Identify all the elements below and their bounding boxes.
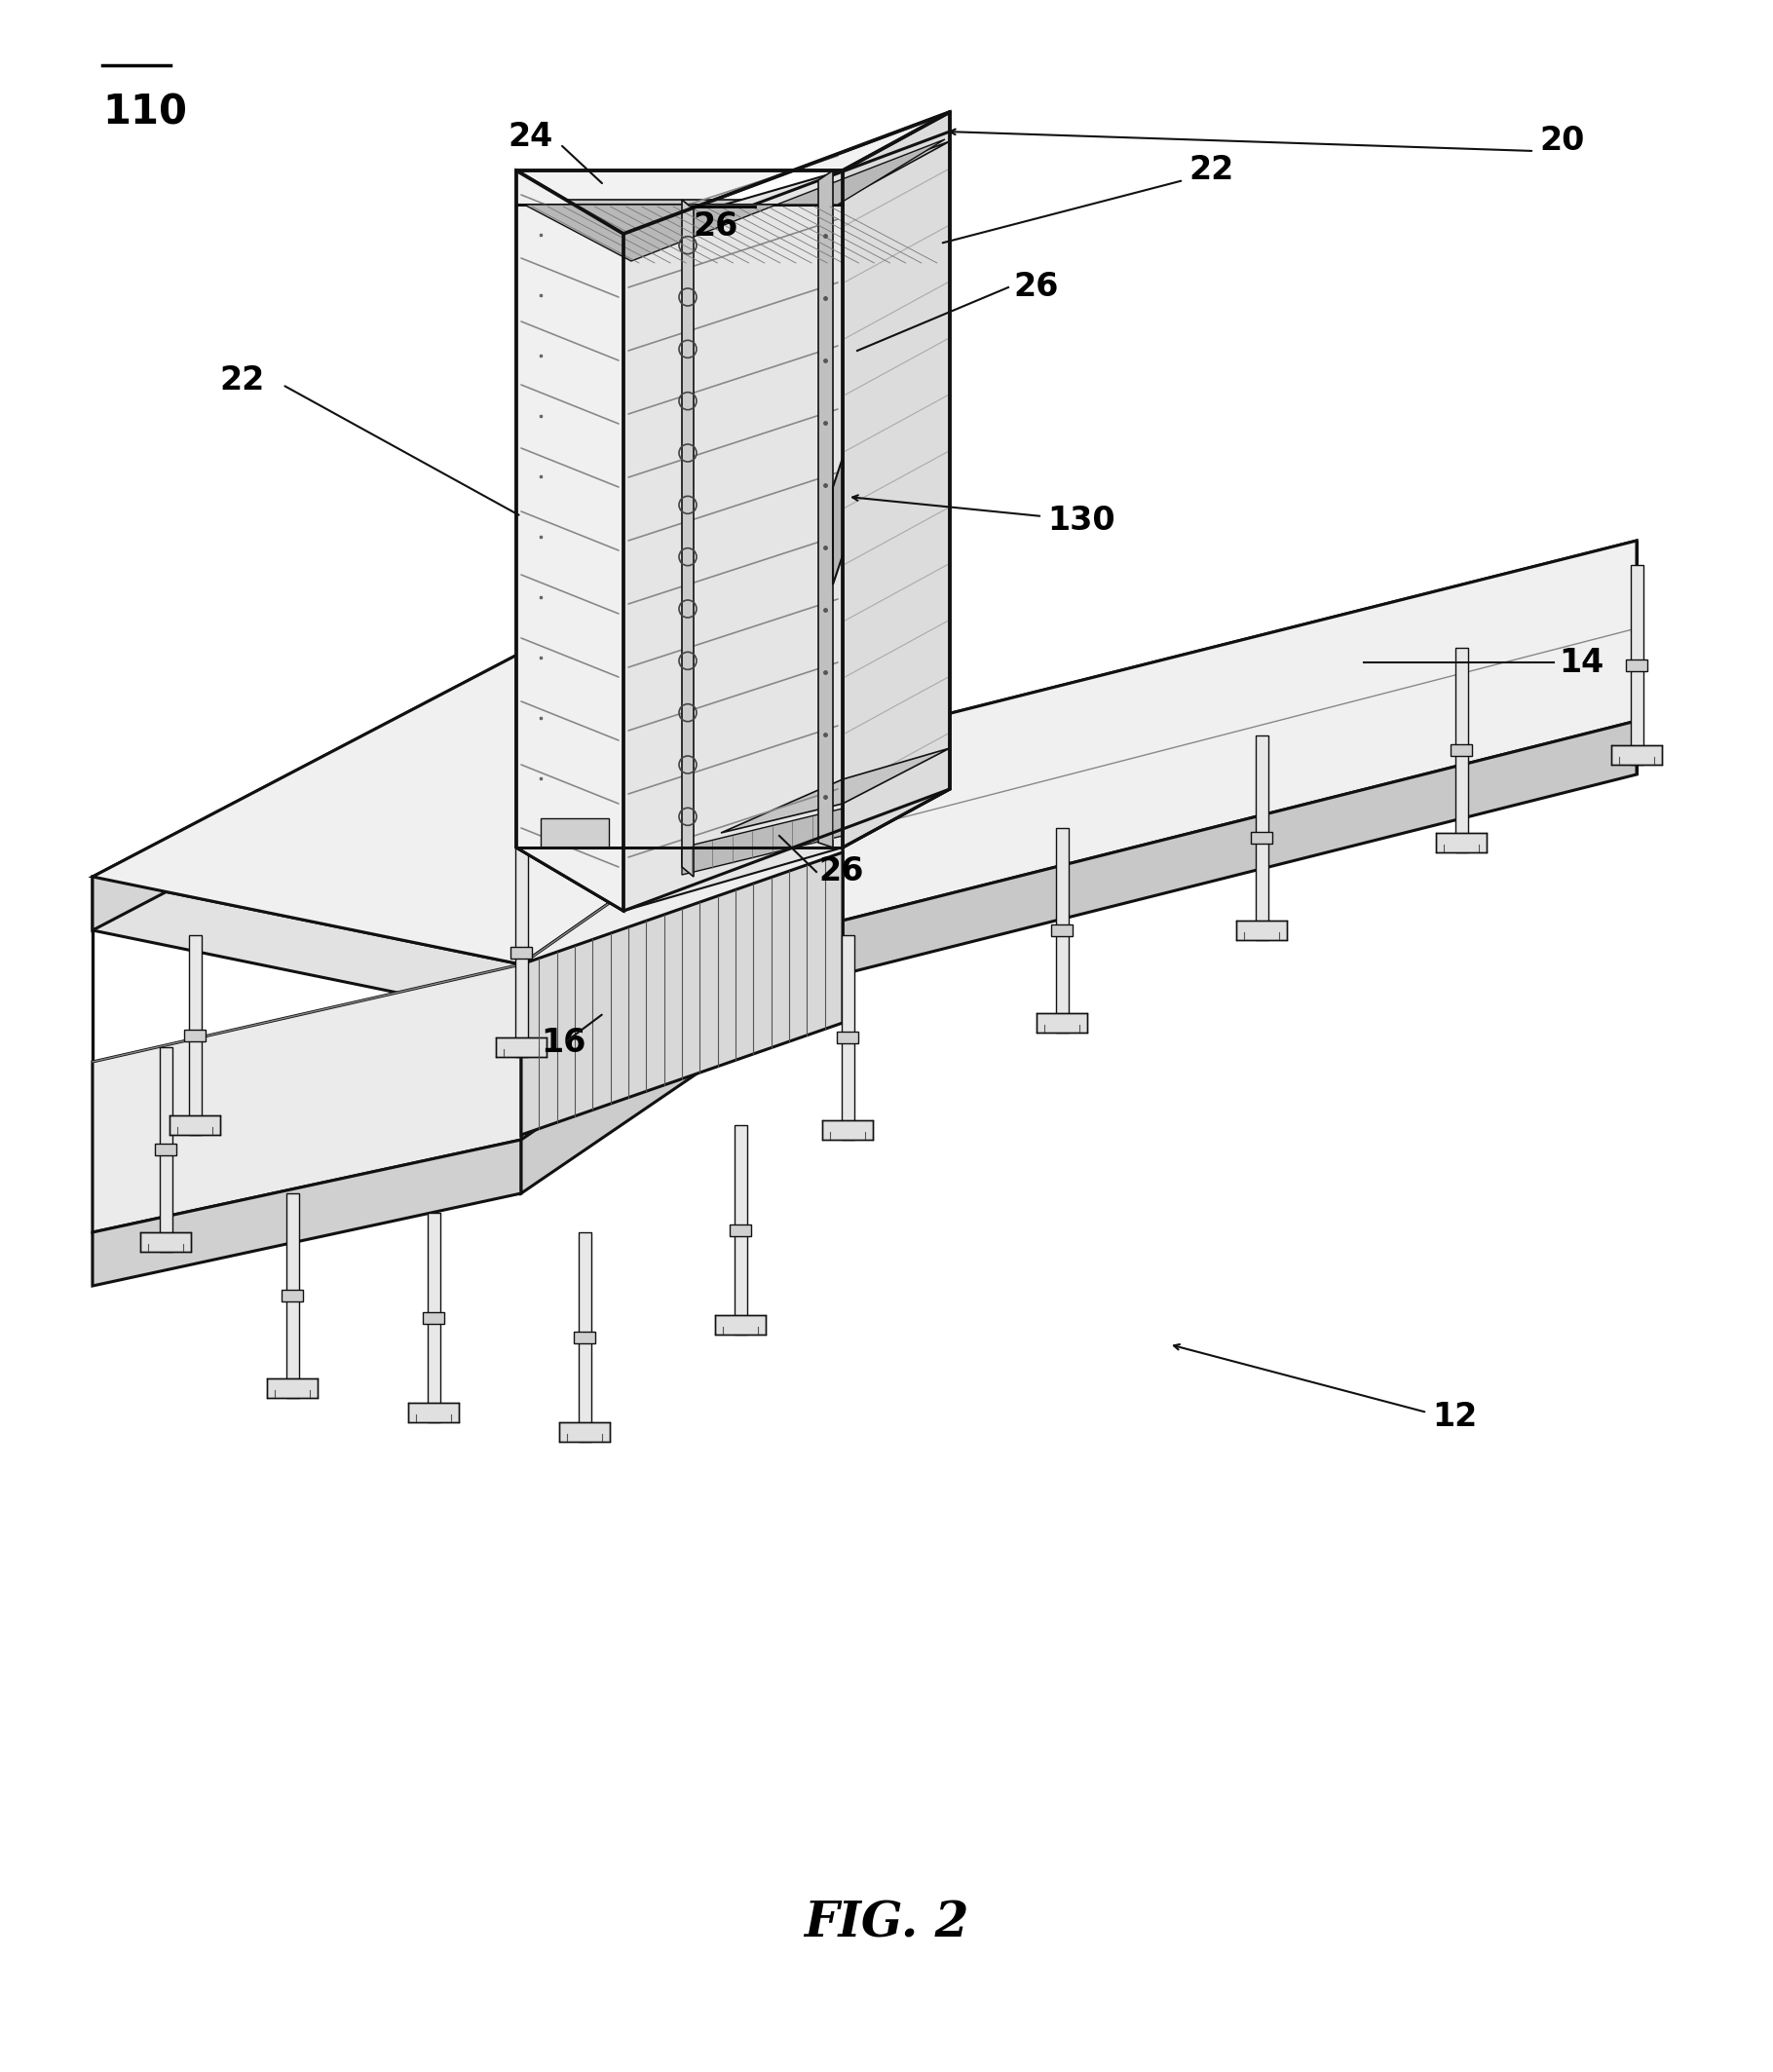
Polygon shape xyxy=(516,170,624,912)
Bar xyxy=(408,1403,459,1421)
Polygon shape xyxy=(92,653,842,963)
Polygon shape xyxy=(842,541,1636,794)
Bar xyxy=(1051,924,1073,937)
Text: 22: 22 xyxy=(1188,155,1234,186)
Bar xyxy=(1631,566,1644,765)
Bar xyxy=(188,934,200,1135)
Polygon shape xyxy=(842,721,1636,974)
Bar xyxy=(1436,833,1486,852)
Bar xyxy=(558,1421,610,1442)
Bar xyxy=(1450,744,1472,756)
Polygon shape xyxy=(92,876,521,1017)
Bar xyxy=(574,1330,596,1343)
Polygon shape xyxy=(842,541,1636,920)
Text: 26: 26 xyxy=(1012,271,1058,303)
Bar xyxy=(422,1312,445,1324)
Bar xyxy=(734,1125,746,1334)
Bar xyxy=(730,1225,752,1235)
Bar xyxy=(837,1032,858,1044)
Polygon shape xyxy=(92,963,521,1233)
Bar xyxy=(1236,920,1287,941)
Bar xyxy=(268,1378,317,1399)
Polygon shape xyxy=(624,170,842,912)
Bar xyxy=(1626,659,1647,671)
Bar xyxy=(511,947,532,957)
Polygon shape xyxy=(683,199,693,876)
Polygon shape xyxy=(516,170,624,912)
Bar xyxy=(840,934,855,1140)
Polygon shape xyxy=(521,740,842,1140)
Polygon shape xyxy=(92,653,521,930)
Polygon shape xyxy=(683,808,842,874)
Text: 26: 26 xyxy=(693,209,739,242)
Bar xyxy=(1055,829,1067,1032)
Polygon shape xyxy=(521,920,842,1193)
Bar xyxy=(496,1038,546,1057)
Bar xyxy=(285,1193,298,1399)
Text: 22: 22 xyxy=(220,365,264,396)
Bar xyxy=(427,1212,440,1421)
Bar xyxy=(160,1046,172,1251)
Bar xyxy=(823,1121,872,1140)
Bar xyxy=(140,1233,191,1251)
Bar xyxy=(1612,746,1661,765)
Bar xyxy=(715,1316,766,1334)
Bar xyxy=(578,1233,590,1442)
Polygon shape xyxy=(541,818,608,847)
Polygon shape xyxy=(516,789,950,912)
Bar xyxy=(1456,649,1468,852)
Polygon shape xyxy=(819,170,833,847)
Text: 20: 20 xyxy=(1539,124,1585,157)
Text: 14: 14 xyxy=(1558,646,1605,678)
Polygon shape xyxy=(92,1140,521,1287)
Polygon shape xyxy=(525,139,945,261)
Text: 26: 26 xyxy=(819,856,863,889)
Text: 110: 110 xyxy=(103,93,186,133)
Polygon shape xyxy=(842,112,950,847)
Bar xyxy=(1037,1013,1087,1032)
Bar xyxy=(282,1289,303,1301)
Text: 12: 12 xyxy=(1433,1401,1477,1434)
Polygon shape xyxy=(833,458,842,584)
Polygon shape xyxy=(722,748,950,833)
Bar xyxy=(184,1030,206,1040)
Bar xyxy=(154,1144,176,1156)
Bar xyxy=(1250,833,1273,843)
Bar xyxy=(514,847,528,1057)
Text: 130: 130 xyxy=(1048,506,1115,537)
Text: FIG. 2: FIG. 2 xyxy=(803,1900,970,1948)
Text: 24: 24 xyxy=(509,120,553,153)
Bar xyxy=(1255,736,1268,941)
Text: 16: 16 xyxy=(541,1026,585,1059)
Polygon shape xyxy=(516,112,950,234)
Polygon shape xyxy=(521,852,842,1135)
Polygon shape xyxy=(516,141,950,263)
Bar xyxy=(170,1115,220,1135)
